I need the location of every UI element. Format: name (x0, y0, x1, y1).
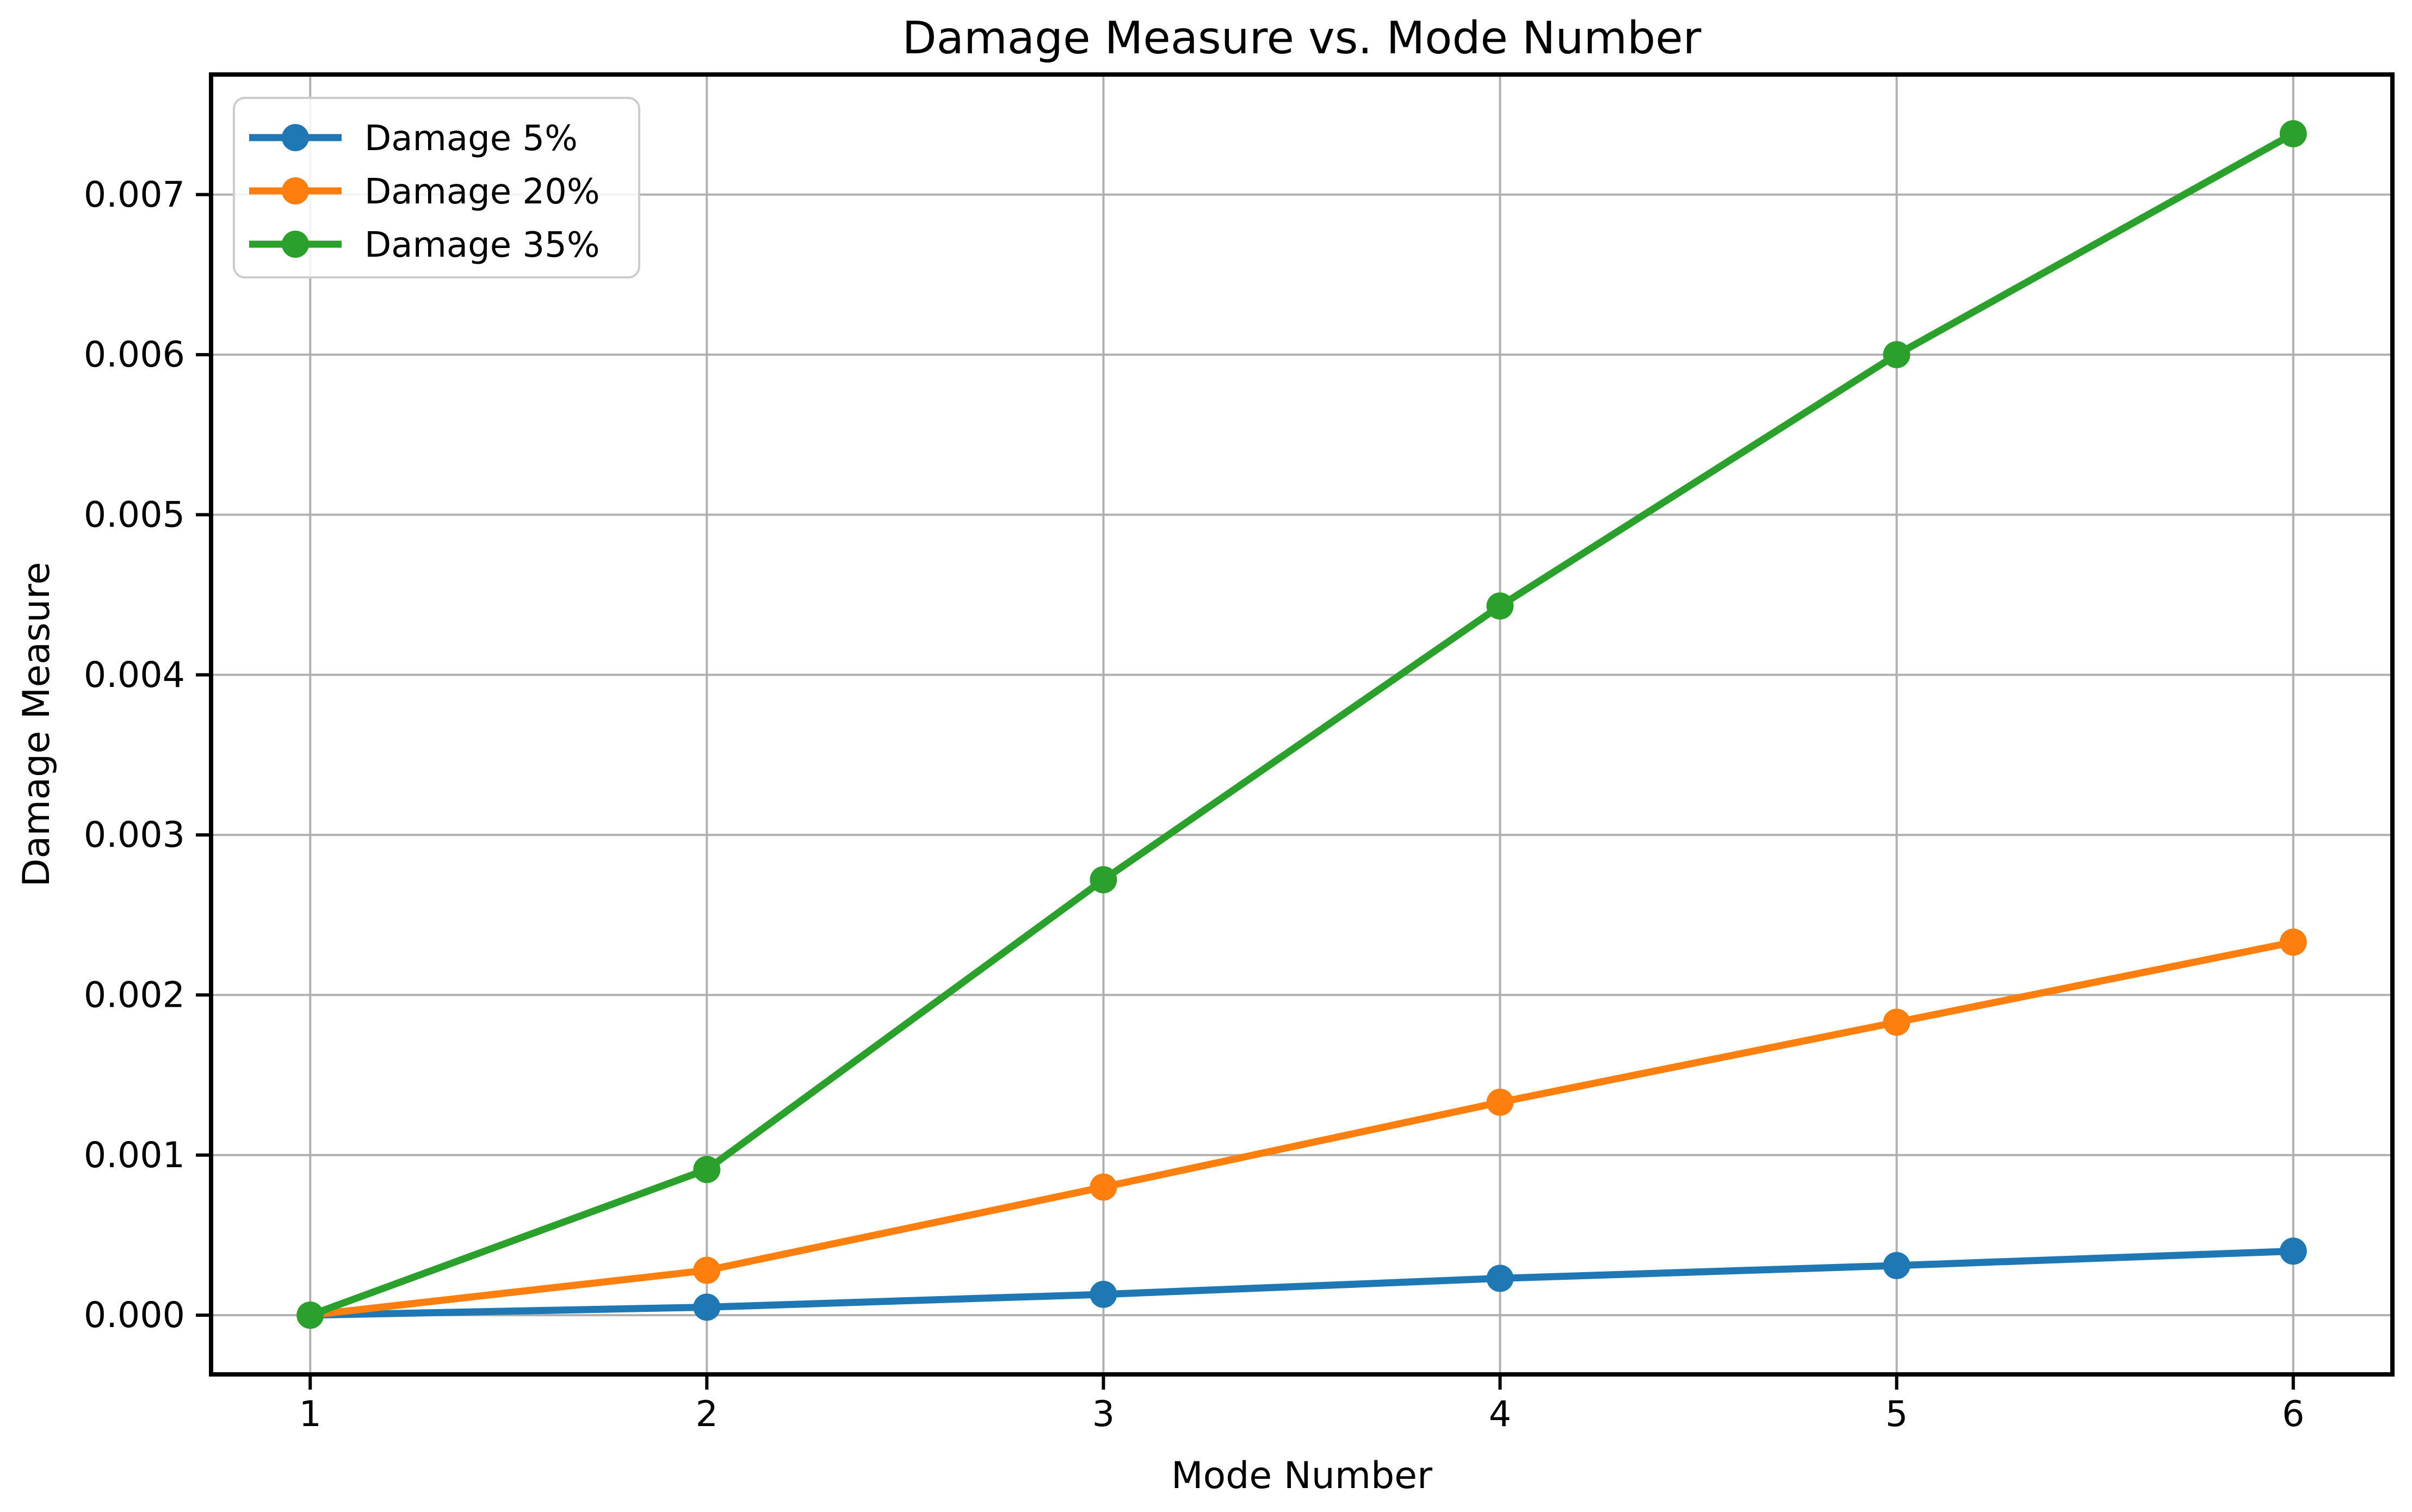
x-tick-label: 1 (299, 1394, 321, 1435)
series-marker-1 (1883, 1008, 1910, 1036)
legend-entry-label: Damage 5% (364, 119, 578, 159)
series-line-1 (306, 938, 2297, 1319)
series-line-2 (306, 130, 2297, 1319)
legend-entry-label: Damage 35% (364, 225, 600, 265)
chart-title: Damage Measure vs. Mode Number (902, 13, 1702, 64)
series-marker-0 (1486, 1265, 1514, 1292)
series-marker-2 (1486, 592, 1514, 620)
x-tick-label: 2 (696, 1394, 718, 1435)
y-tick-label: 0.001 (84, 1135, 185, 1176)
grid-lines (211, 75, 2392, 1374)
x-tick-label: 5 (1885, 1394, 1908, 1435)
x-tick-label: 6 (2282, 1394, 2304, 1435)
series-marker-2 (296, 1302, 324, 1329)
y-tick-label: 0.004 (84, 655, 185, 696)
legend-box (233, 97, 640, 278)
axis-ticks (196, 193, 2295, 1390)
series-marker-0 (693, 1293, 721, 1321)
series-marker-1 (1486, 1088, 1514, 1116)
legend-sample-marker (282, 231, 309, 258)
series-marker-1 (2279, 928, 2307, 956)
series-marker-2 (693, 1156, 721, 1183)
series-marker-2 (1090, 866, 1117, 894)
series-marker-0 (1883, 1251, 1910, 1279)
y-tick-label: 0.000 (84, 1295, 185, 1336)
series-marker-0 (2279, 1237, 2307, 1265)
y-tick-label: 0.003 (84, 815, 185, 856)
axes-spines (209, 72, 2395, 1377)
series-line-0 (306, 1247, 2297, 1319)
x-tick-label: 3 (1092, 1394, 1115, 1435)
y-axis-label: Damage Measure (15, 562, 58, 887)
y-tick-label: 0.006 (84, 334, 185, 375)
tick-labels: 1 2 3 4 5 6 0.000 0.001 0.002 0.003 0.004 0.005 0.00… (84, 175, 2305, 1435)
x-axis-label: Mode Number (1171, 1454, 1432, 1497)
series-marker-1 (1090, 1173, 1117, 1201)
legend-entry-label: Damage 20% (364, 172, 600, 212)
y-tick-label: 0.007 (84, 175, 185, 215)
y-tick-label: 0.002 (84, 975, 185, 1015)
series-marker-0 (1090, 1280, 1117, 1308)
legend-sample-marker (282, 177, 309, 205)
x-tick-label: 4 (1489, 1394, 1511, 1435)
legend-sample-marker (282, 124, 309, 151)
data-series (296, 120, 2307, 1329)
series-marker-2 (2279, 120, 2307, 147)
series-marker-2 (1883, 341, 1910, 369)
plot-border (209, 72, 2395, 1377)
series-marker-1 (693, 1256, 721, 1284)
legend: Damage 5% Damage 20% Damage 35% (233, 97, 640, 278)
y-tick-label: 0.005 (84, 494, 185, 535)
